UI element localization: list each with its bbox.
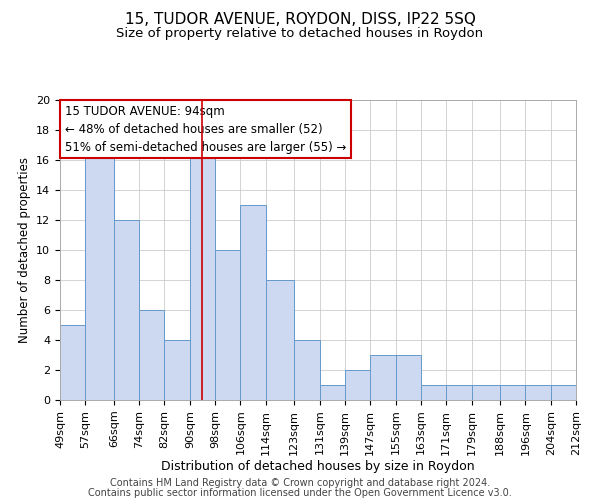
Bar (472, 385, 500, 400)
Bar (551, 385, 576, 400)
Bar (526, 385, 551, 400)
Bar (215, 250, 241, 400)
Bar (190, 145, 215, 400)
Bar (370, 355, 395, 400)
Bar (345, 370, 370, 400)
Bar (395, 355, 421, 400)
Bar (241, 205, 266, 400)
Bar (85, 145, 114, 400)
Text: Contains public sector information licensed under the Open Government Licence v3: Contains public sector information licen… (88, 488, 512, 498)
Bar (266, 280, 294, 400)
Bar (114, 220, 139, 400)
Bar (139, 310, 164, 400)
Bar (421, 385, 446, 400)
Bar (60, 325, 85, 400)
Text: Size of property relative to detached houses in Roydon: Size of property relative to detached ho… (116, 28, 484, 40)
Bar (164, 340, 190, 400)
X-axis label: Distribution of detached houses by size in Roydon: Distribution of detached houses by size … (161, 460, 475, 473)
Text: 15 TUDOR AVENUE: 94sqm
← 48% of detached houses are smaller (52)
51% of semi-det: 15 TUDOR AVENUE: 94sqm ← 48% of detached… (65, 104, 347, 154)
Bar (294, 340, 320, 400)
Text: 15, TUDOR AVENUE, ROYDON, DISS, IP22 5SQ: 15, TUDOR AVENUE, ROYDON, DISS, IP22 5SQ (125, 12, 475, 28)
Bar (446, 385, 472, 400)
Y-axis label: Number of detached properties: Number of detached properties (17, 157, 31, 343)
Text: Contains HM Land Registry data © Crown copyright and database right 2024.: Contains HM Land Registry data © Crown c… (110, 478, 490, 488)
Bar (500, 385, 526, 400)
Bar (320, 385, 345, 400)
